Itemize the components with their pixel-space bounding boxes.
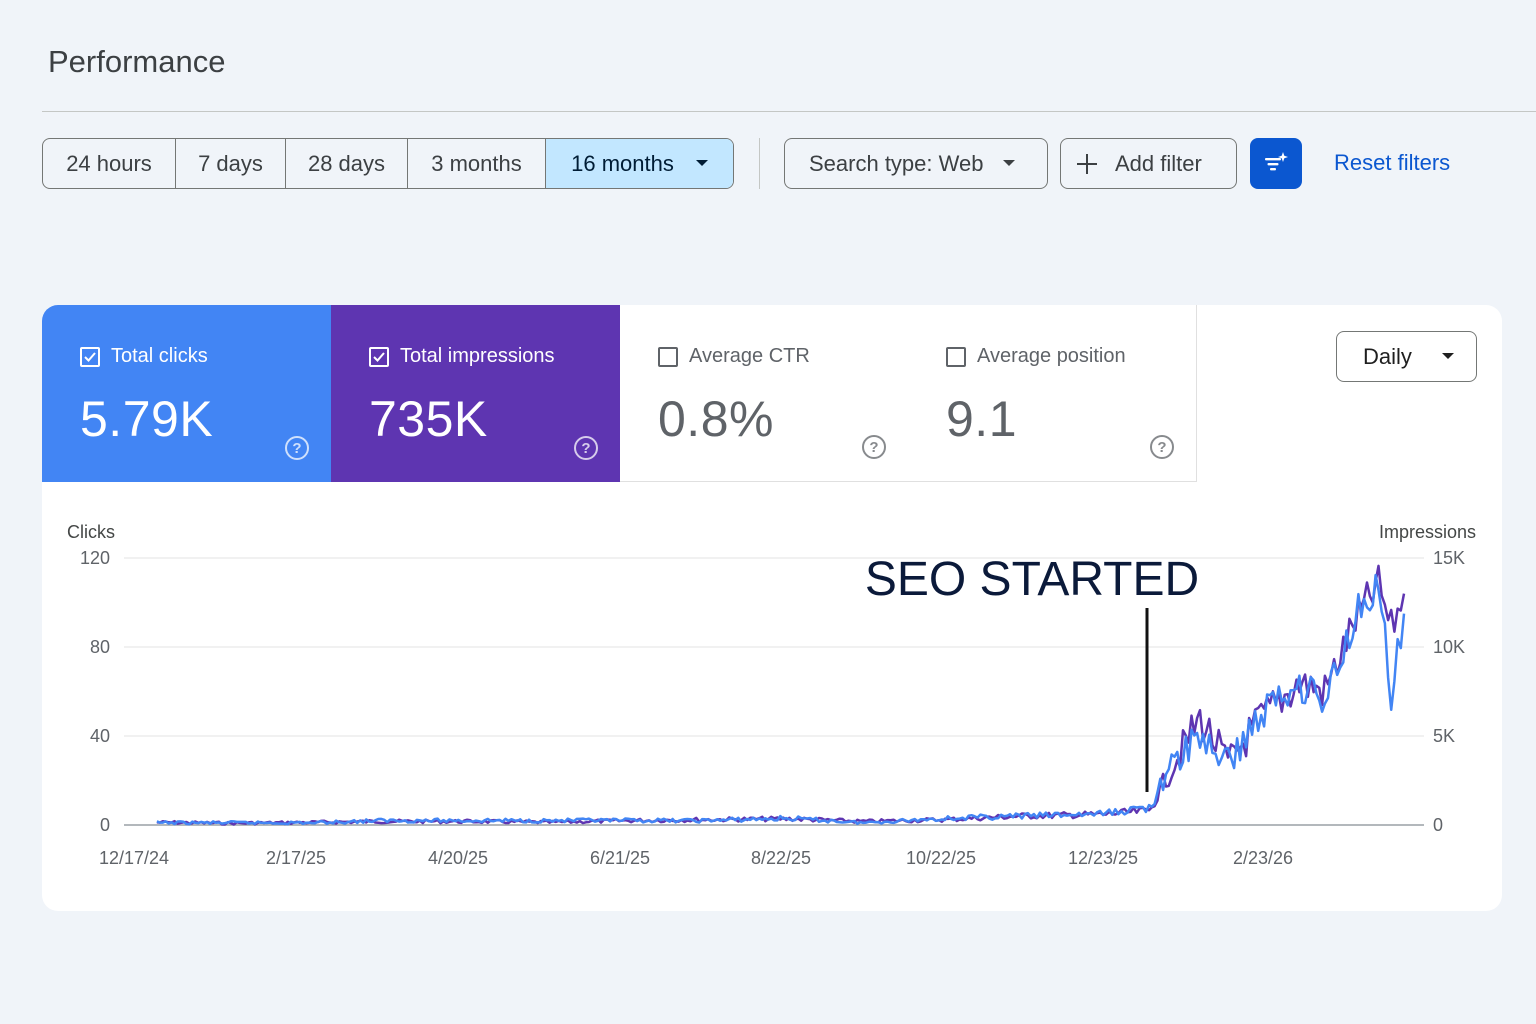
range-label: 7 days xyxy=(198,150,263,176)
toolbar-divider xyxy=(759,138,760,189)
y-right-tick: 0 xyxy=(1433,815,1444,835)
range-24-hours[interactable]: 24 hours xyxy=(43,139,176,188)
metric-label: Total impressions xyxy=(400,345,555,367)
x-tick: 8/22/25 xyxy=(751,848,812,868)
series-line-total-clicks xyxy=(156,573,1406,826)
help-icon[interactable]: ? xyxy=(574,436,598,460)
metric-average-position[interactable]: Average position 9.1 ? xyxy=(908,305,1197,482)
y-right-tick: 5K xyxy=(1433,726,1456,746)
performance-chart: SEO STARTED xyxy=(124,553,1424,826)
granularity-label: Daily xyxy=(1363,343,1412,369)
metric-value: 0.8% xyxy=(658,391,774,447)
chart-series xyxy=(156,564,1406,826)
performance-card: Total clicks 5.79K ? Total impressions 7… xyxy=(42,305,1502,911)
help-icon[interactable]: ? xyxy=(1150,435,1174,459)
seo-started-annotation: SEO STARTED xyxy=(865,553,1199,606)
header-divider xyxy=(42,111,1536,112)
range-label: 3 months xyxy=(431,150,522,176)
metric-value: 9.1 xyxy=(946,391,1018,447)
range-16-months[interactable]: 16 months xyxy=(546,139,733,188)
add-filter-label: Add filter xyxy=(1115,150,1202,176)
range-label: 24 hours xyxy=(66,150,152,176)
metric-total-impressions[interactable]: Total impressions 735K ? xyxy=(331,305,620,482)
reset-filters-link[interactable]: Reset filters xyxy=(1334,150,1451,175)
x-tick: 6/21/25 xyxy=(590,848,651,868)
range-28-days[interactable]: 28 days xyxy=(286,139,408,188)
y-axis-right-title: Impressions xyxy=(1378,522,1476,542)
metric-value: 735K xyxy=(369,391,488,447)
y-left-tick: 40 xyxy=(89,726,110,746)
granularity-dropdown[interactable]: Daily xyxy=(1336,331,1477,382)
chevron-down-icon xyxy=(1003,159,1016,166)
ai-filter-button[interactable] xyxy=(1250,138,1302,189)
series-line-total-impressions xyxy=(156,564,1406,826)
metric-total-clicks[interactable]: Total clicks 5.79K ? xyxy=(42,305,331,482)
y-left-tick: 120 xyxy=(79,548,110,568)
checkbox-unchecked-icon[interactable] xyxy=(946,346,966,367)
x-tick: 12/17/24 xyxy=(99,848,170,868)
y-axis-left-title: Clicks xyxy=(67,522,115,542)
metric-label: Average CTR xyxy=(689,345,810,367)
date-range-selector: 24 hours 7 days 28 days 3 months 16 mont… xyxy=(42,138,734,189)
y-right-tick: 10K xyxy=(1433,637,1466,657)
search-type-label: Search type: Web xyxy=(809,150,984,176)
search-type-dropdown[interactable]: Search type: Web xyxy=(784,138,1048,189)
page-title: Performance xyxy=(48,44,226,79)
x-tick: 2/23/26 xyxy=(1233,848,1294,868)
metric-label: Average position xyxy=(977,345,1126,367)
x-tick: 2/17/25 xyxy=(266,848,327,868)
x-tick: 12/23/25 xyxy=(1068,848,1139,868)
filter-sparkle-icon xyxy=(1265,151,1288,170)
checkbox-checked-icon[interactable] xyxy=(80,346,100,367)
metric-value: 5.79K xyxy=(80,391,214,447)
y-right-tick: 15K xyxy=(1433,548,1466,568)
chart-grid xyxy=(124,557,1424,826)
y-left-tick: 0 xyxy=(99,815,110,835)
checkbox-checked-icon[interactable] xyxy=(369,346,389,367)
help-icon[interactable]: ? xyxy=(285,436,309,460)
x-tick: 4/20/25 xyxy=(428,848,489,868)
x-tick: 10/22/25 xyxy=(906,848,977,868)
chevron-down-icon xyxy=(1441,352,1454,359)
add-filter-button[interactable]: Add filter xyxy=(1060,138,1237,189)
help-icon[interactable]: ? xyxy=(862,435,886,459)
plus-icon xyxy=(1077,153,1097,174)
metric-label: Total clicks xyxy=(111,345,208,367)
checkbox-unchecked-icon[interactable] xyxy=(658,346,678,367)
range-label: 16 months xyxy=(571,150,674,176)
chevron-down-icon xyxy=(695,159,708,166)
y-left-tick: 80 xyxy=(89,637,110,657)
metric-average-ctr[interactable]: Average CTR 0.8% ? xyxy=(620,305,909,482)
range-3-months[interactable]: 3 months xyxy=(408,139,546,188)
range-7-days[interactable]: 7 days xyxy=(176,139,286,188)
range-label: 28 days xyxy=(307,150,386,176)
